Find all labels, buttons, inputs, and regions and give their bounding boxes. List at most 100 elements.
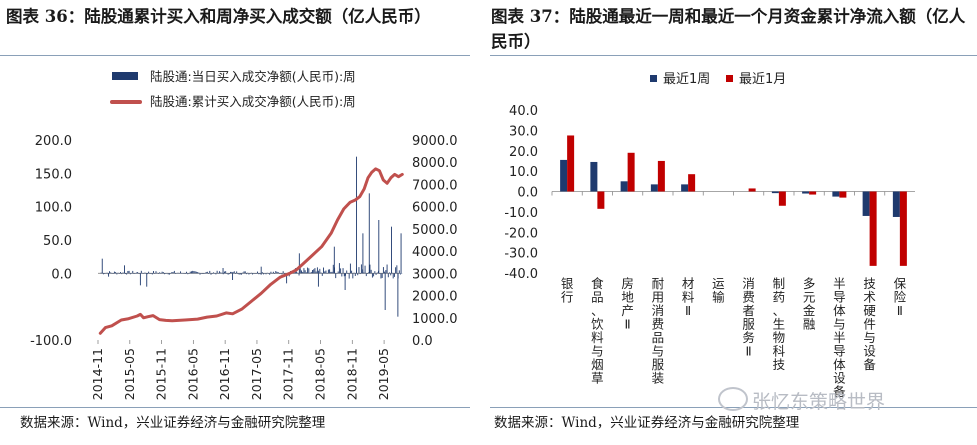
- weekly-net-bar: [182, 272, 184, 274]
- weekly-net-bar: [308, 268, 310, 274]
- weekly-net-bar: [247, 272, 249, 274]
- weekly-net-bar: [253, 273, 255, 274]
- weekly-net-bar: [195, 271, 197, 274]
- weekly-net-bar: [204, 273, 206, 274]
- weekly-net-bar: [216, 270, 218, 274]
- right-legend: 最近1周 最近1月: [650, 72, 786, 87]
- weekly-net-bar: [271, 272, 273, 274]
- weekly-net-bar: [269, 273, 271, 275]
- weekly-net-bar: [117, 272, 119, 274]
- weekly-net-bar: [248, 273, 250, 275]
- weekly-net-bar: [264, 273, 266, 274]
- weekly-net-bar: [135, 272, 137, 274]
- weekly-net-bar: [397, 273, 399, 317]
- weekly-net-bar: [375, 273, 377, 275]
- weekly-net-bar: [378, 220, 380, 274]
- right-y-tick: 2000.0: [412, 290, 458, 305]
- weekly-net-bar: [357, 273, 359, 276]
- weekly-net-bar: [382, 267, 384, 274]
- weekly-net-bar: [249, 273, 251, 274]
- bar-month: [869, 191, 877, 266]
- weekly-net-bar: [321, 273, 323, 276]
- weekly-net-bar: [384, 273, 386, 310]
- weekly-net-bar: [149, 273, 151, 274]
- weekly-net-bar: [347, 273, 349, 274]
- weekly-net-bar: [118, 273, 120, 274]
- weekly-net-bar: [324, 271, 326, 274]
- watermark-text: 张忆东策略世界: [752, 391, 886, 413]
- weekly-net-bar: [227, 273, 229, 275]
- weekly-net-bar: [254, 273, 256, 274]
- weekly-net-bar: [307, 267, 309, 274]
- weekly-net-bar: [242, 272, 244, 274]
- weekly-net-bar: [341, 273, 343, 277]
- weekly-net-bar: [199, 273, 201, 275]
- weekly-net-bar: [281, 273, 283, 275]
- weekly-net-bar: [344, 273, 346, 290]
- weekly-net-bar: [352, 273, 354, 279]
- x-tick-label: 2016-11: [217, 348, 232, 400]
- weekly-net-bar: [395, 267, 397, 274]
- wechat-icon: [718, 387, 748, 411]
- weekly-net-bar: [168, 273, 170, 275]
- weekly-net-bar: [167, 273, 169, 275]
- weekly-net-bar: [279, 273, 280, 274]
- x-tick-label: 2016-05: [185, 348, 200, 400]
- weekly-net-bar: [208, 273, 210, 274]
- bar-month: [809, 191, 817, 195]
- weekly-net-bar: [370, 269, 372, 274]
- weekly-net-bar: [192, 270, 194, 274]
- weekly-net-bar: [280, 273, 282, 274]
- weekly-net-bar: [122, 272, 124, 274]
- bar-week: [560, 159, 568, 192]
- weekly-net-bar: [237, 273, 239, 275]
- weekly-net-bar: [197, 272, 199, 274]
- left-y-tick: 0.0: [51, 267, 72, 282]
- weekly-net-bar: [367, 273, 368, 274]
- weekly-net-bar: [319, 268, 321, 274]
- weekly-net-bar: [157, 273, 159, 274]
- weekly-net-bar: [351, 270, 353, 274]
- bar-month: [688, 174, 696, 192]
- category-label: 材料 Ⅱ: [682, 276, 695, 318]
- right-title-divider: [490, 55, 977, 56]
- weekly-net-bar: [188, 273, 190, 274]
- y-tick-label: 30.0: [509, 124, 538, 139]
- weekly-net-bar: [384, 271, 386, 274]
- x-tick-label: 2018-05: [313, 348, 328, 400]
- weekly-net-bar: [124, 265, 125, 274]
- weekly-net-bar: [205, 271, 207, 274]
- left-source-divider: [0, 407, 470, 408]
- x-tick-label: 2015-05: [122, 348, 137, 400]
- weekly-net-bar: [156, 272, 158, 274]
- weekly-net-bar: [177, 272, 179, 274]
- weekly-net-bar: [260, 273, 262, 275]
- weekly-net-bar: [171, 272, 173, 274]
- weekly-net-bar: [142, 272, 143, 274]
- weekly-net-bar: [172, 272, 174, 274]
- weekly-net-bar: [346, 270, 348, 274]
- weekly-net-bar: [106, 272, 108, 274]
- weekly-net-bar: [332, 264, 334, 274]
- weekly-net-bar: [215, 273, 217, 275]
- weekly-net-bar: [331, 271, 333, 274]
- bar-month: [597, 191, 605, 209]
- weekly-net-bar: [140, 270, 142, 274]
- weekly-net-bar: [144, 272, 146, 274]
- weekly-net-bar: [162, 272, 164, 274]
- weekly-net-bar: [164, 273, 165, 275]
- left-source-note: 数据来源：Wind，兴业证券经济与金融研究院整理: [20, 415, 326, 431]
- bar-week: [620, 181, 628, 192]
- x-tick-label: 2017-11: [281, 348, 296, 400]
- weekly-net-bar: [241, 273, 243, 275]
- weekly-net-bar: [231, 271, 233, 274]
- weekly-net-bar: [342, 268, 344, 274]
- weekly-net-bar: [243, 271, 245, 274]
- weekly-net-bar: [392, 273, 394, 279]
- right-y-tick: 1000.0: [412, 312, 458, 327]
- weekly-net-bar: [391, 226, 392, 274]
- weekly-net-bar: [170, 273, 172, 274]
- weekly-net-bar: [303, 268, 305, 274]
